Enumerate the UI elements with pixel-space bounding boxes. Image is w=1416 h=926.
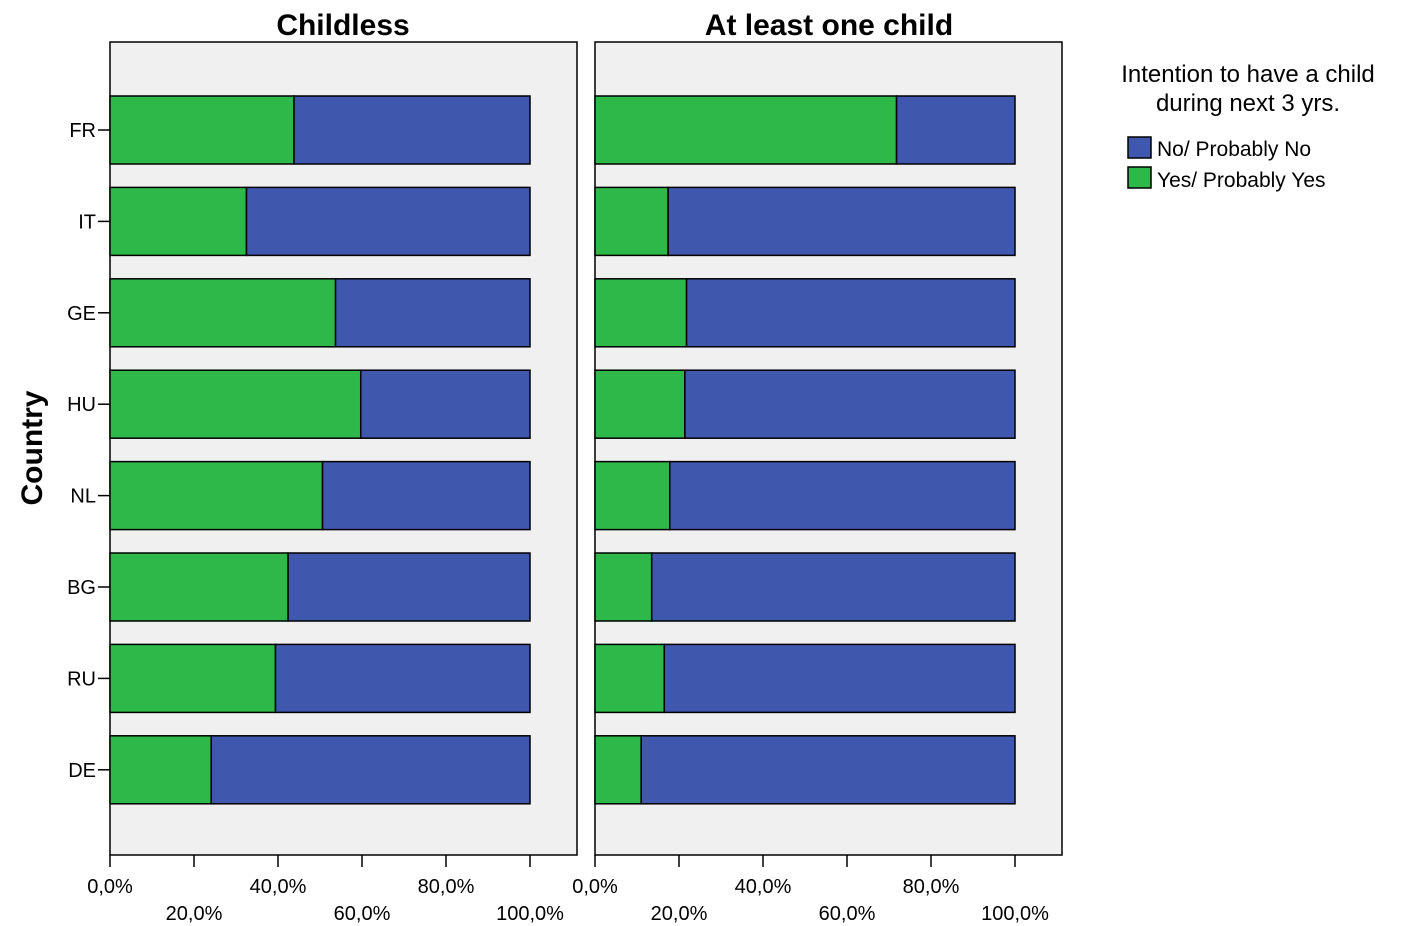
- country-label-it: IT: [78, 211, 96, 233]
- bar-ge-yes: [109, 278, 337, 348]
- bar-nl-yes: [109, 460, 324, 531]
- bar-hu-yes: [594, 369, 686, 439]
- bar-hu-no: [359, 369, 531, 439]
- country-label-ru: RU: [67, 668, 96, 690]
- x-tick-label: 80,0%: [903, 876, 960, 898]
- bar-ge-no: [334, 278, 531, 348]
- panel-at-least-one-child-title: At least one child: [705, 9, 953, 42]
- bar-ru-no: [274, 643, 531, 714]
- x-tick-label: 40,0%: [735, 876, 792, 898]
- x-tick-label: 60,0%: [334, 903, 391, 925]
- country-label-fr: FR: [69, 120, 96, 142]
- bar-bg-yes: [594, 552, 653, 622]
- x-tick-label: 0,0%: [572, 876, 618, 898]
- panel-at-least-one-child-x-axis: 0,0% 20,0% 40,0% 60,0% 80,0% 100,0%: [572, 855, 1049, 925]
- bar-bg-no: [650, 552, 1016, 622]
- bar-nl-yes: [594, 460, 671, 531]
- bar-nl-no: [669, 460, 1016, 531]
- country-axis: FR IT GE HU NL BG RU DE: [67, 120, 110, 782]
- legend-label-yes: Yes/ Probably Yes: [1157, 169, 1326, 192]
- legend-label-no: No/ Probably No: [1157, 138, 1311, 161]
- bar-bg-yes: [109, 552, 289, 622]
- bar-fr-yes: [109, 95, 295, 165]
- country-label-bg: BG: [67, 577, 96, 599]
- bar-fr-no: [895, 95, 1016, 165]
- x-tick-label: 60,0%: [819, 903, 876, 925]
- bar-bg-no: [287, 552, 531, 622]
- bar-de-no: [210, 735, 531, 805]
- bar-fr-yes: [594, 95, 898, 165]
- bar-hu-yes: [109, 369, 362, 439]
- bar-it-no: [667, 186, 1016, 257]
- panel-childless-title: Childless: [276, 9, 409, 42]
- x-tick-label: 100,0%: [496, 903, 564, 925]
- legend: Intention to have a child during next 3 …: [1121, 61, 1375, 192]
- bar-de-yes: [109, 735, 212, 805]
- panel-at-least-one-child: At least one child 0,0% 20,0% 40,0% 60,0% 80…: [572, 9, 1063, 925]
- bar-hu-no: [684, 369, 1016, 439]
- legend-title-line-2: during next 3 yrs.: [1156, 90, 1340, 117]
- bar-it-yes: [109, 186, 248, 257]
- bar-ru-yes: [109, 643, 277, 714]
- bar-de-no: [640, 735, 1016, 805]
- bar-it-yes: [594, 186, 669, 257]
- panel-childless-x-axis: 0,0% 20,0% 40,0% 60,0% 80,0% 100,0%: [87, 855, 564, 925]
- legend-title-line-1: Intention to have a child: [1121, 61, 1375, 88]
- panel-at-least-one-child-background: [594, 41, 1063, 856]
- bar-ge-no: [685, 278, 1016, 348]
- country-label-nl: NL: [70, 486, 96, 508]
- bar-ge-yes: [594, 278, 688, 348]
- y-axis-title: Country: [16, 390, 49, 505]
- country-label-hu: HU: [67, 394, 96, 416]
- bar-nl-no: [321, 460, 531, 531]
- panel-childless-background: [109, 41, 578, 856]
- x-tick-label: 20,0%: [166, 903, 223, 925]
- x-tick-label: 20,0%: [651, 903, 708, 925]
- bar-ru-no: [663, 643, 1016, 714]
- bar-fr-no: [293, 95, 531, 165]
- x-tick-label: 40,0%: [250, 876, 307, 898]
- legend-swatch-no: [1127, 136, 1152, 159]
- legend-swatch-yes: [1127, 166, 1152, 189]
- x-tick-label: 0,0%: [87, 876, 133, 898]
- bar-ru-yes: [594, 643, 666, 714]
- panel-childless-bars: [109, 95, 531, 805]
- bar-it-no: [245, 186, 531, 257]
- panel-childless: Childless 0,0% 20,0% 40,0% 60,0% 80,0% 100,0%: [87, 9, 578, 925]
- x-tick-label: 100,0%: [981, 903, 1049, 925]
- bar-de-yes: [594, 735, 642, 805]
- x-tick-label: 80,0%: [418, 876, 475, 898]
- panel-at-least-one-child-bars: [594, 95, 1016, 805]
- country-label-ge: GE: [67, 303, 96, 325]
- country-label-de: DE: [68, 760, 96, 782]
